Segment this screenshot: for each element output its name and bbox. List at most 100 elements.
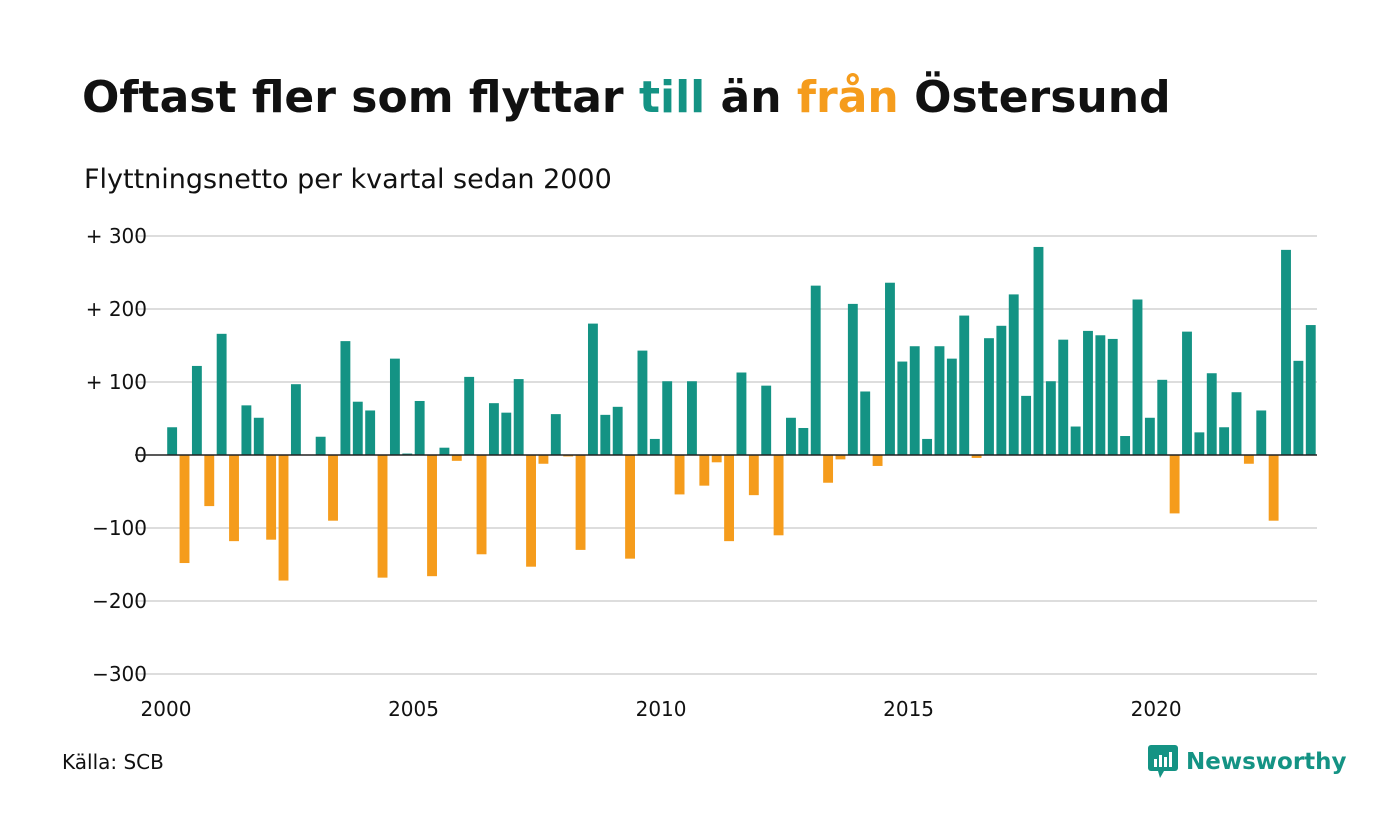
x-tick-label: 2015	[883, 697, 934, 721]
bar	[167, 427, 178, 455]
bar	[1033, 246, 1044, 455]
bar	[662, 381, 673, 455]
y-tick-label: −100	[92, 516, 147, 540]
x-tick-label: 2005	[388, 697, 439, 721]
bar	[1182, 331, 1192, 455]
bar	[1157, 379, 1168, 455]
bar	[427, 455, 437, 577]
bar	[823, 455, 834, 483]
bar	[711, 455, 722, 463]
bar	[674, 455, 685, 495]
brand-name: Newsworthy	[1186, 749, 1347, 775]
bar	[587, 323, 598, 455]
bar	[278, 455, 289, 581]
y-tick-label: + 100	[86, 370, 147, 394]
bar	[451, 455, 462, 461]
y-tick-label: + 300	[86, 224, 147, 248]
bar	[253, 417, 264, 455]
bar	[699, 455, 710, 486]
bar	[748, 455, 759, 496]
title-part-2: än	[705, 72, 797, 123]
bar	[909, 346, 920, 455]
bar	[365, 410, 376, 455]
y-tick-label: + 200	[86, 297, 147, 321]
bar	[625, 455, 636, 559]
bar	[476, 455, 487, 555]
title-part-1: Oftast fler som flyttar	[82, 72, 639, 123]
bar	[191, 365, 202, 455]
bar	[241, 405, 252, 455]
bar	[1194, 432, 1205, 455]
bar	[773, 455, 784, 536]
bar	[1021, 395, 1032, 455]
bar	[1083, 330, 1093, 455]
bar	[1169, 455, 1180, 514]
bar	[1132, 299, 1143, 455]
bar	[885, 282, 895, 455]
bar	[1268, 455, 1279, 521]
title-till: till	[638, 72, 706, 123]
bars	[167, 246, 1316, 581]
y-tick-label: −300	[92, 662, 147, 686]
bar	[216, 333, 227, 455]
bar	[612, 406, 623, 455]
bar	[786, 417, 796, 455]
bar	[501, 412, 512, 455]
bar	[996, 325, 1007, 455]
title-part-3: Östersund	[898, 72, 1171, 123]
bar	[290, 384, 301, 455]
bar	[872, 455, 883, 466]
bar	[439, 447, 450, 455]
bar	[810, 285, 821, 455]
x-tick-label: 2000	[141, 697, 192, 721]
bar	[649, 438, 660, 455]
bar	[315, 436, 326, 455]
bar	[526, 455, 536, 567]
bar	[1231, 392, 1242, 455]
bar	[1293, 360, 1304, 455]
bar	[860, 391, 871, 455]
bar	[377, 455, 388, 578]
bar	[1107, 338, 1118, 455]
bar	[1144, 417, 1155, 455]
bar	[835, 455, 846, 460]
bar	[934, 346, 945, 455]
bar	[1305, 325, 1316, 455]
bar	[600, 414, 611, 455]
bar	[724, 455, 735, 542]
bar	[414, 400, 425, 455]
bar	[736, 372, 747, 455]
bar	[488, 403, 499, 455]
bar	[1120, 436, 1131, 455]
bar	[798, 427, 809, 455]
bar	[513, 379, 524, 455]
bar	[687, 381, 697, 455]
bar	[1070, 426, 1081, 455]
bar	[761, 385, 772, 455]
bar	[984, 338, 994, 455]
bar	[204, 455, 215, 507]
bar	[464, 376, 475, 455]
brand-logo[interactable]: Newsworthy	[1148, 745, 1347, 779]
bar	[1008, 294, 1019, 455]
chart-subtitle: Flyttningsnetto per kvartal sedan 2000	[84, 164, 612, 195]
bar	[1045, 381, 1056, 455]
bar	[1256, 410, 1267, 455]
bar	[959, 315, 970, 455]
bar	[847, 303, 858, 455]
bar	[1206, 373, 1217, 455]
bar	[352, 401, 363, 455]
bar	[971, 455, 982, 458]
bar	[922, 438, 933, 455]
chart-title: Oftast fler som flyttar till än från Öst…	[82, 72, 1171, 123]
x-axis-ticks: 2000 2005 2010 2015 2020	[141, 697, 1182, 721]
bar	[1243, 455, 1254, 464]
bar	[340, 341, 351, 455]
bar	[1281, 249, 1291, 455]
bar	[550, 414, 561, 455]
bar	[637, 350, 648, 455]
bar	[946, 358, 957, 455]
source-note: Källa: SCB	[62, 750, 164, 774]
